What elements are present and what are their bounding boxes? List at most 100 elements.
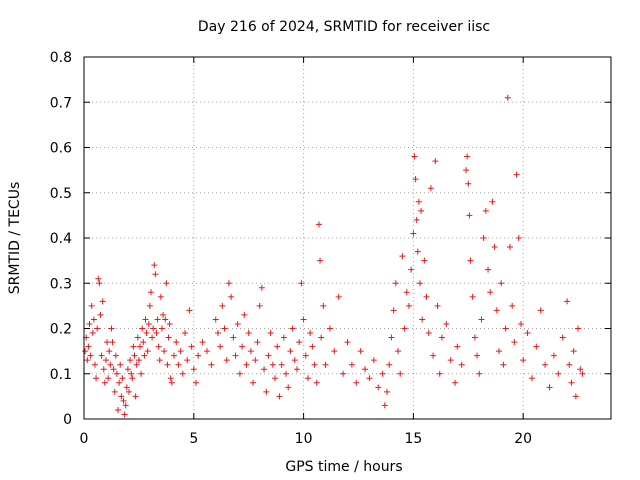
data-point (465, 180, 472, 187)
data-point (416, 280, 423, 287)
data-point (106, 348, 113, 355)
data-point (566, 361, 573, 368)
data-point (430, 352, 437, 359)
data-point (370, 357, 377, 364)
data-point (285, 384, 292, 391)
data-point (436, 370, 443, 377)
data-point (163, 280, 170, 287)
data-point (241, 311, 248, 318)
data-point (375, 384, 382, 391)
data-point (454, 343, 461, 350)
data-point (166, 320, 173, 327)
data-point (520, 357, 527, 364)
data-point (99, 298, 106, 305)
data-point (150, 325, 157, 332)
data-point (214, 330, 221, 337)
data-point (147, 289, 154, 296)
data-point (476, 370, 483, 377)
data-point (559, 334, 566, 341)
data-point (124, 366, 131, 373)
data-point (133, 361, 140, 368)
data-point (136, 343, 143, 350)
data-point (188, 343, 195, 350)
data-point (104, 339, 111, 346)
data-point (239, 343, 246, 350)
data-point (269, 361, 276, 368)
data-point (267, 330, 274, 337)
data-point (122, 402, 129, 409)
data-point (302, 352, 309, 359)
data-point (126, 388, 133, 395)
data-point (228, 293, 235, 300)
data-point (89, 330, 96, 337)
data-point (423, 293, 430, 300)
data-point (143, 330, 150, 337)
data-point (192, 379, 199, 386)
data-point (467, 257, 474, 264)
data-point (219, 302, 226, 309)
data-point (97, 311, 104, 318)
data-point (203, 348, 210, 355)
data-point (542, 361, 549, 368)
data-point (386, 361, 393, 368)
data-point (234, 320, 241, 327)
data-point (179, 370, 186, 377)
data-point (158, 325, 165, 332)
data-point (395, 348, 402, 355)
data-point (167, 375, 174, 382)
data-point (154, 316, 161, 323)
data-point (145, 320, 152, 327)
data-point (164, 361, 171, 368)
data-point (232, 352, 239, 359)
data-point (427, 185, 434, 192)
data-point (82, 348, 89, 355)
data-point (177, 348, 184, 355)
data-points (82, 94, 586, 418)
data-point (491, 244, 498, 251)
data-point (482, 207, 489, 214)
data-point (256, 302, 263, 309)
data-point (278, 361, 285, 368)
data-point (293, 366, 300, 373)
y-tick-label: 0.1 (50, 367, 72, 383)
data-point (344, 339, 351, 346)
data-point (139, 325, 146, 332)
data-point (418, 207, 425, 214)
data-point (399, 253, 406, 260)
data-point (236, 370, 243, 377)
data-point (489, 198, 496, 205)
data-point (579, 370, 586, 377)
data-point (502, 325, 509, 332)
data-point (401, 325, 408, 332)
data-point (128, 370, 135, 377)
data-point (390, 307, 397, 314)
x-tick-label: 5 (189, 431, 198, 447)
data-point (498, 280, 505, 287)
data-point (322, 361, 329, 368)
data-point (432, 158, 439, 165)
data-point (120, 397, 127, 404)
data-point (298, 280, 305, 287)
data-point (101, 379, 108, 386)
data-point (199, 339, 206, 346)
data-point (95, 275, 102, 282)
data-point (515, 235, 522, 241)
data-point (572, 393, 579, 400)
data-point (315, 221, 322, 228)
data-point (421, 257, 428, 264)
data-point (109, 339, 116, 346)
data-point (212, 316, 219, 323)
data-point (107, 361, 114, 368)
data-point (464, 153, 471, 160)
y-axis-label: SRMTID / TECUs (7, 182, 23, 295)
data-point (171, 352, 178, 359)
data-point (564, 298, 571, 305)
data-point (140, 339, 147, 346)
data-point (168, 379, 175, 386)
data-point (318, 334, 325, 341)
data-point (258, 284, 265, 291)
data-point (230, 334, 237, 341)
data-point (452, 379, 459, 386)
data-point (119, 375, 126, 382)
data-point (142, 316, 149, 323)
